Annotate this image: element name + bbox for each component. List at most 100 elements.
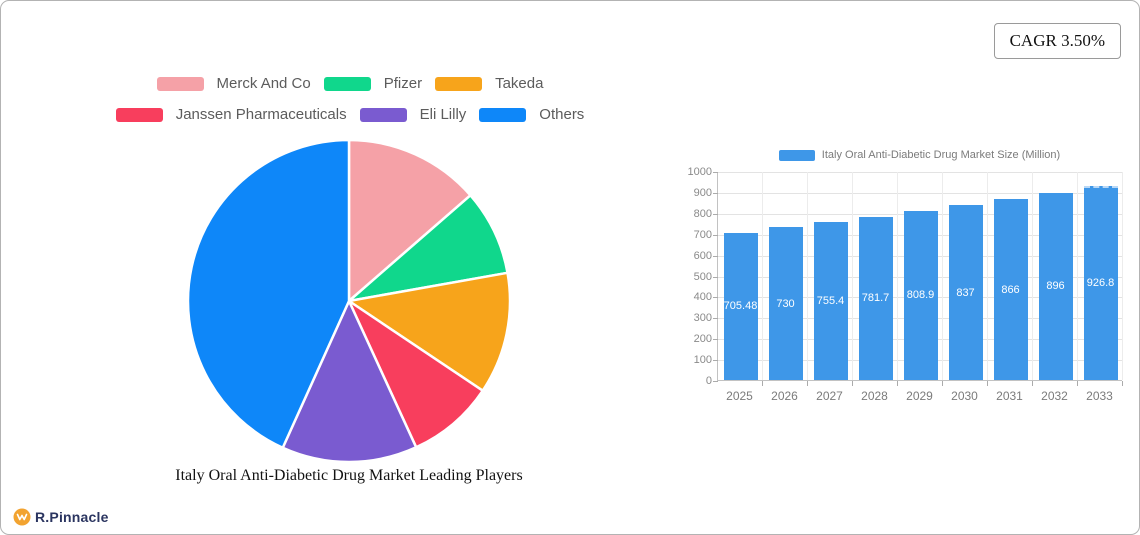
gridline-v: [807, 172, 808, 380]
x-axis-tick: [852, 381, 853, 386]
pie-legend-row: Janssen Pharmaceuticals Eli Lilly Others: [60, 106, 640, 123]
cagr-badge: CAGR 3.50%: [993, 23, 1121, 59]
pie-legend-item-3[interactable]: Janssen Pharmaceuticals: [115, 106, 347, 123]
x-axis-tick: [807, 381, 808, 386]
x-axis-label-2025: 2025: [726, 389, 753, 403]
bar-chart-legend[interactable]: Italy Oral Anti-Diabetic Drug Market Siz…: [717, 149, 1122, 161]
pie-legend-item-4[interactable]: Eli Lilly: [359, 106, 467, 123]
pie-legend-item-2[interactable]: Takeda: [435, 75, 543, 92]
x-axis-label-2033: 2033: [1086, 389, 1113, 403]
x-axis-label-2032: 2032: [1041, 389, 1068, 403]
bar-value-label: 808.9: [906, 289, 935, 302]
bar-value-label: 730: [776, 297, 795, 310]
brand-logo: R.Pinnacle: [13, 508, 109, 526]
bar-value-label: 866: [1001, 283, 1020, 296]
bar-2026[interactable]: 730: [768, 227, 803, 380]
y-axis-tick: [713, 297, 718, 299]
x-axis-tick: [1032, 381, 1033, 386]
x-axis-label-2026: 2026: [771, 389, 798, 403]
pie-legend-swatch: [359, 107, 407, 122]
y-axis-tick: [713, 192, 718, 194]
gridline-v: [1032, 172, 1033, 380]
pie-legend-item-1[interactable]: Pfizer: [323, 75, 422, 92]
bar-value-label: 926.8: [1086, 277, 1115, 290]
gridline-v: [987, 172, 988, 380]
x-axis-label-2031: 2031: [996, 389, 1023, 403]
x-axis-tick: [897, 381, 898, 386]
bar-2030[interactable]: 837: [948, 205, 983, 380]
bar-2033[interactable]: 926.8: [1083, 186, 1118, 380]
pie-legend-label: Janssen Pharmaceuticals: [175, 106, 347, 123]
pie-legend-swatch: [115, 107, 163, 122]
x-axis-tick: [762, 381, 763, 386]
y-axis-label: 200: [693, 333, 712, 346]
bar-2027[interactable]: 755.4: [813, 222, 848, 380]
pie-legend-label: Eli Lilly: [419, 106, 467, 123]
pie-legend-row: Merck And Co Pfizer Takeda: [60, 75, 640, 92]
bar-legend-label: Italy Oral Anti-Diabetic Drug Market Siz…: [821, 149, 1061, 161]
pie-slice-takeda[interactable]: [347, 271, 512, 392]
bar-value-label: 781.7: [861, 292, 890, 305]
x-axis-tick: [987, 381, 988, 386]
y-axis-label: 400: [693, 291, 712, 304]
y-axis-tick: [713, 172, 718, 173]
x-axis-label-2028: 2028: [861, 389, 888, 403]
gridline-v: [942, 172, 943, 380]
bar-2028[interactable]: 781.7: [858, 216, 893, 380]
x-axis-tick: [1122, 381, 1123, 386]
gridline-v: [852, 172, 853, 380]
y-axis-tick: [713, 360, 718, 362]
bar-chart-plot-area: 705.48 730 755.4 781.7 808.9 837 866 896 926.8: [713, 172, 1123, 386]
gridline-v: [762, 172, 763, 380]
pie-slice-eli-lilly[interactable]: [281, 299, 418, 464]
gridline-v: [897, 172, 898, 380]
pie-legend-swatch: [156, 76, 204, 91]
pie-slice-pfizer[interactable]: [347, 194, 509, 303]
pie-legend-swatch: [323, 76, 371, 91]
bar-2031[interactable]: 866: [993, 199, 1028, 380]
y-axis-label: 700: [693, 228, 712, 241]
x-axis-tick: [1077, 381, 1078, 386]
y-axis-label: 800: [693, 207, 712, 220]
y-axis-label: 900: [693, 186, 712, 199]
y-axis-tick: [713, 339, 718, 341]
bar-2029[interactable]: 808.9: [903, 210, 938, 380]
pie-legend: Merck And Co Pfizer Takeda Janssen Pharmace…: [60, 75, 640, 137]
pie-slice-merck-and-co[interactable]: [347, 138, 472, 303]
y-axis-tick: [713, 234, 718, 236]
pie-legend-item-0[interactable]: Merck And Co: [156, 75, 311, 92]
gridline-v: [1077, 172, 1078, 380]
y-axis-label: 1000: [687, 166, 712, 178]
bar-value-label: 837: [956, 286, 975, 299]
pie-slice-janssen-pharmaceuticals[interactable]: [347, 299, 484, 449]
pie-slice-others[interactable]: [186, 138, 351, 449]
bar-2025[interactable]: 705.48: [723, 232, 758, 380]
x-axis-label-2029: 2029: [906, 389, 933, 403]
logo-icon: [13, 508, 31, 526]
pie-legend-label: Others: [539, 106, 585, 123]
logo-text: R.Pinnacle: [35, 509, 109, 525]
pie-chart-title: Italy Oral Anti-Diabetic Drug Market Lea…: [175, 467, 523, 484]
gridline-h: [718, 172, 1122, 173]
bar-value-label: 755.4: [816, 295, 845, 308]
x-axis-tick: [942, 381, 943, 386]
y-axis-tick: [713, 318, 718, 320]
bar-legend-swatch: [778, 149, 815, 161]
y-axis-label: 100: [693, 354, 712, 367]
gridline-v: [1122, 172, 1123, 380]
bar-value-label: 896: [1046, 280, 1065, 293]
pie-legend-label: Takeda: [495, 75, 544, 92]
y-axis-tick: [713, 213, 718, 215]
x-axis-label-2027: 2027: [816, 389, 843, 403]
pie-legend-item-5[interactable]: Others: [479, 106, 584, 123]
y-axis-label: 300: [693, 312, 712, 325]
pie-legend-label: Merck And Co: [216, 75, 311, 92]
pie-legend-swatch: [479, 107, 527, 122]
bar-chart-y-axis-labels: 0 100 200 300 400 500 600 700 800 900 1000: [641, 166, 712, 387]
bar-2032[interactable]: 896: [1038, 192, 1073, 380]
y-axis-label: 500: [693, 270, 712, 283]
pie-chart: [186, 138, 512, 464]
x-axis-label-2030: 2030: [951, 389, 978, 403]
y-axis-tick: [713, 381, 718, 382]
